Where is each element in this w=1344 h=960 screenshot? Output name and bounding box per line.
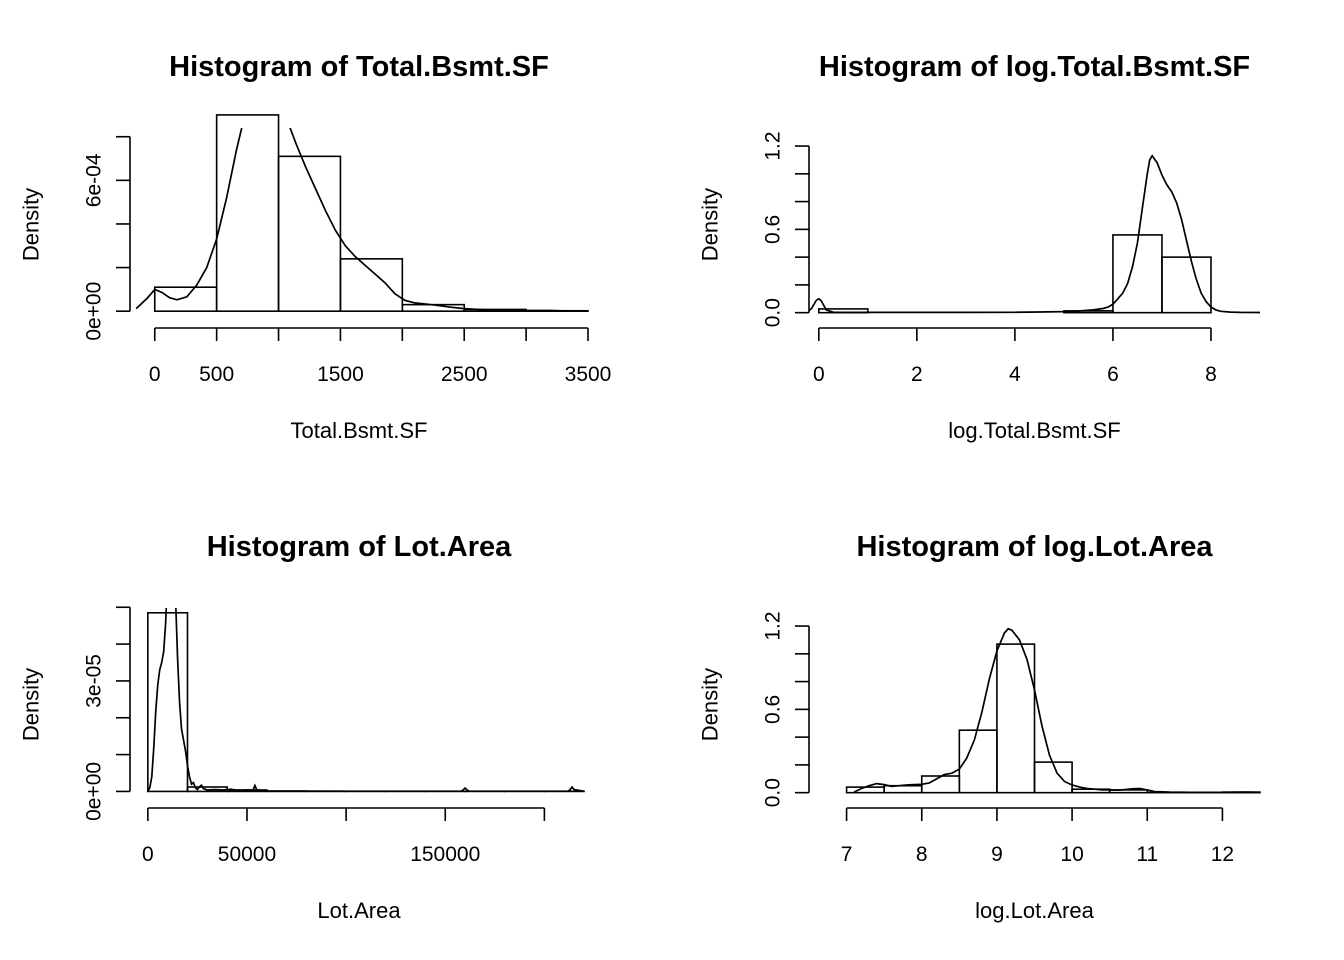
x-axis-label: Lot.Area	[317, 898, 401, 923]
x-tick-label: 0	[149, 363, 161, 386]
x-tick-label: 500	[199, 363, 234, 386]
histogram-bar	[339, 258, 404, 312]
x-tick-label: 0	[813, 363, 825, 386]
x-tick-label: 8	[1205, 363, 1217, 386]
x-axis-label: log.Total.Bsmt.SF	[948, 418, 1120, 443]
x-tick-label: 9	[991, 843, 1003, 866]
y-tick-label: 6e-04	[82, 153, 105, 207]
x-axis-label: Total.Bsmt.SF	[291, 418, 428, 443]
panel-log-total-bsmt-sf: Histogram of log.Total.Bsmt.SF 0 2 4 6 8 0.0 0.…	[698, 51, 1260, 443]
x-tick-label: 6	[1107, 363, 1119, 386]
y-tick-label: 1.2	[761, 611, 784, 640]
y-tick-label: 0e+00	[82, 762, 105, 821]
x-tick-label: 50000	[218, 843, 276, 866]
density-curve	[809, 154, 1260, 314]
y-axis-label: Density	[698, 188, 723, 261]
x-tick-label: 10	[1060, 843, 1083, 866]
density-curve	[135, 128, 588, 312]
histogram-bar	[996, 643, 1036, 794]
density-curve	[853, 627, 1260, 794]
chart-title: Histogram of Total.Bsmt.SF	[169, 51, 549, 83]
chart-title: Histogram of Lot.Area	[207, 531, 512, 563]
y-axis-label: Density	[19, 188, 44, 261]
histogram-bar	[277, 155, 342, 312]
y-tick-label: 0.6	[761, 695, 784, 724]
x-tick-label: 7	[841, 843, 853, 866]
panel-lot-area: Histogram of Lot.Area 0 50000 150000 0e+00 3e…	[19, 531, 585, 923]
x-axis-label: log.Lot.Area	[975, 898, 1094, 923]
panel-log-lot-area: Histogram of log.Lot.Area 7 8 9 10 11 12 0.0 0.6…	[698, 531, 1261, 923]
histogram-bar	[920, 775, 961, 794]
x-tick-label: 150000	[410, 843, 480, 866]
x-tick-label: 2500	[441, 363, 488, 386]
y-tick-label: 0.0	[761, 778, 784, 807]
y-tick-label: 0.0	[761, 298, 784, 327]
y-tick-label: 1.2	[761, 131, 784, 160]
histogram-bar	[215, 114, 280, 312]
chart-title: Histogram of log.Lot.Area	[856, 531, 1213, 563]
y-tick-label: 3e-05	[82, 654, 105, 708]
histogram-bar	[147, 611, 189, 793]
x-tick-label: 11	[1136, 843, 1158, 866]
x-tick-label: 12	[1211, 843, 1234, 866]
x-tick-label: 4	[1009, 363, 1021, 386]
x-tick-label: 1500	[317, 363, 364, 386]
y-axis-label: Density	[19, 668, 44, 741]
y-tick-label: 0.6	[761, 215, 784, 244]
histogram-bar	[153, 286, 218, 312]
y-axis-label: Density	[698, 668, 723, 741]
histogram-bar	[1033, 761, 1073, 794]
chart-title: Histogram of log.Total.Bsmt.SF	[819, 51, 1250, 83]
panel-total-bsmt-sf: Histogram of Total.Bsmt.SF 0 500 1500 2500 35…	[19, 51, 612, 443]
histogram-bar	[1161, 256, 1212, 314]
x-tick-label: 2	[911, 363, 923, 386]
x-tick-label: 8	[916, 843, 928, 866]
x-tick-label: 3500	[565, 363, 612, 386]
x-tick-label: 0	[142, 843, 154, 866]
density-curve	[147, 608, 585, 793]
y-tick-label: 0e+00	[82, 282, 105, 341]
